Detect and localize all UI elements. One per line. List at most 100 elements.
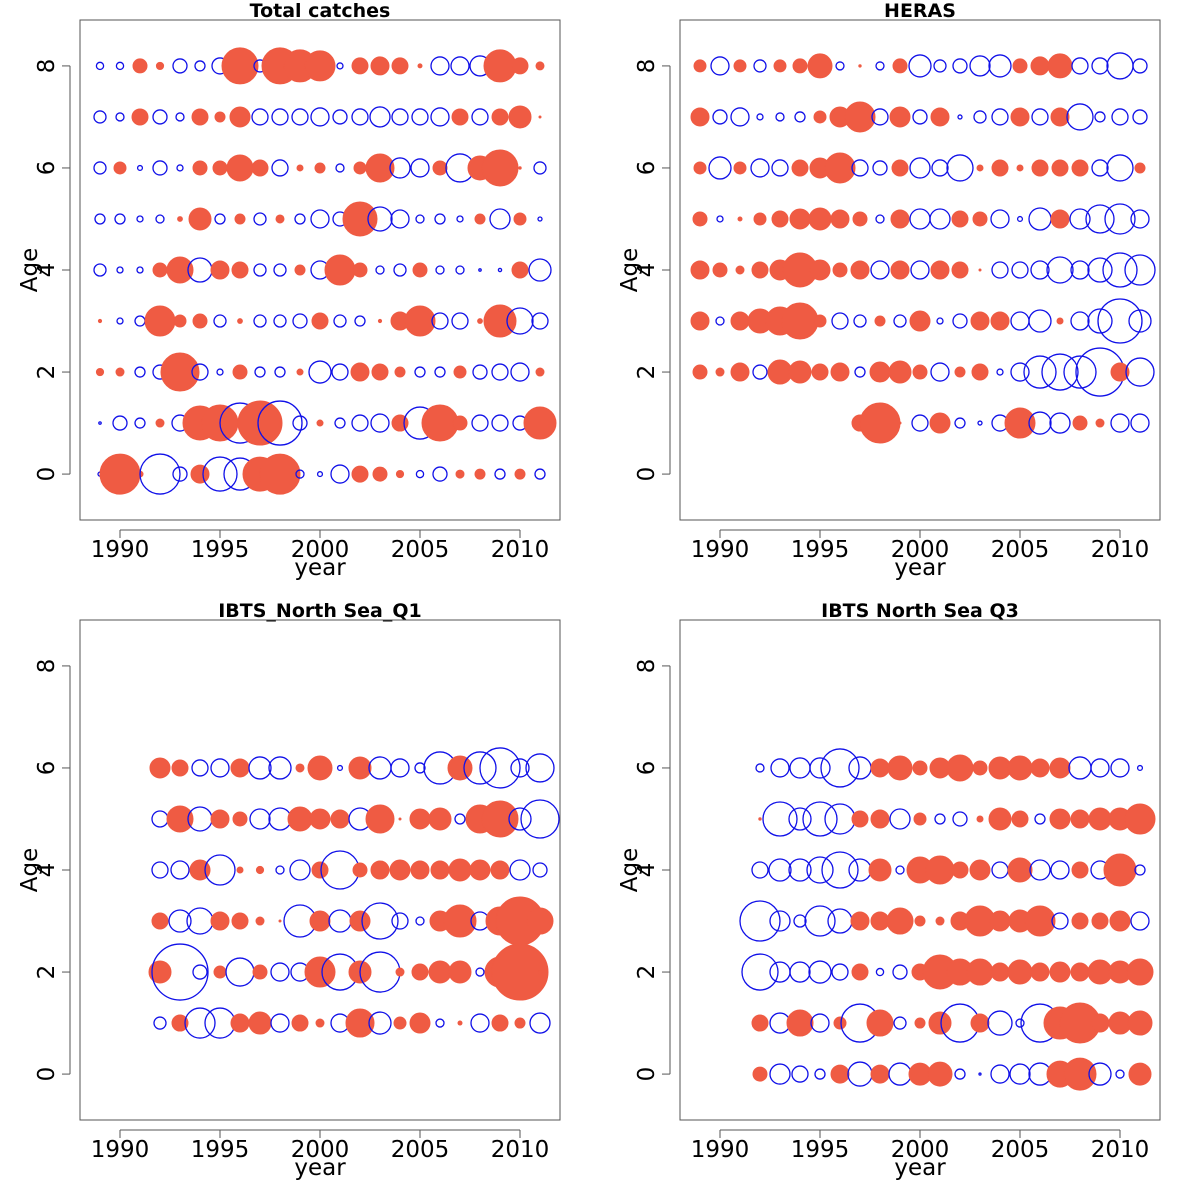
bubble-age5-2010 <box>513 212 527 226</box>
x-tick-label: 1990 <box>691 537 750 563</box>
bubble-age4-1997 <box>850 260 870 280</box>
bubble-age5-1997 <box>851 810 869 828</box>
bubble-age5-1999 <box>287 806 313 832</box>
bubble-age2-1996 <box>232 364 248 380</box>
bubble-age4-2003 <box>978 268 982 272</box>
bubble-age4-1992 <box>151 861 169 879</box>
bubble-age5-1996 <box>830 209 850 229</box>
bubble-age6-1996 <box>820 748 860 788</box>
bubble-age6-1998 <box>872 160 888 176</box>
bubble-age1-2011 <box>523 406 557 440</box>
bubble-age5-1989 <box>94 213 106 225</box>
bubble-age1-1993 <box>171 1014 189 1032</box>
bubble-age4-1992 <box>751 861 769 879</box>
bubble-age6-1997 <box>248 756 272 780</box>
bubble-age6-1990 <box>708 156 732 180</box>
panel-title: Total catches <box>250 0 391 22</box>
bubble-age8-1989 <box>95 61 105 71</box>
bubble-age6-2009 <box>479 747 521 789</box>
x-tick-label: 1990 <box>91 537 150 563</box>
y-tick-label: 8 <box>34 59 60 74</box>
bubble-age2-2003 <box>971 363 989 381</box>
bubble-age1-2008 <box>471 414 489 432</box>
bubble-age5-2001 <box>934 813 946 825</box>
bubble-age2-2008 <box>472 364 488 380</box>
plot-frame <box>79 619 561 1121</box>
bubble-age3-1996 <box>827 908 853 934</box>
bubble-age0-1990 <box>99 453 141 495</box>
bubble-age5-1995 <box>808 207 832 231</box>
bubble-age4-1989 <box>690 260 710 280</box>
bubble-age4-1990 <box>116 266 124 274</box>
bubble-age5-2000 <box>310 209 330 229</box>
bubble-age1-1990 <box>112 415 128 431</box>
bubble-age3-1990 <box>116 317 124 325</box>
bubble-age1-2004 <box>393 1016 407 1030</box>
bubble-age5-1993 <box>762 801 798 837</box>
bubble-age5-1994 <box>188 207 212 231</box>
bubble-age3-2008 <box>1070 311 1090 331</box>
bubble-age3-2008 <box>477 318 483 324</box>
bubble-age1-2000 <box>316 419 324 427</box>
bubble-age5-2005 <box>409 808 431 830</box>
bubble-age1-1999 <box>291 1014 309 1032</box>
bubble-age4-2006 <box>430 860 450 880</box>
bubble-age8-1997 <box>858 64 862 68</box>
bubble-age3-1997 <box>255 916 265 926</box>
plot-frame <box>679 619 1161 1121</box>
bubble-age3-2001 <box>936 317 944 325</box>
bubble-age2-2009 <box>1087 959 1113 985</box>
bubble-age5-2009 <box>489 208 511 230</box>
bubble-age1-2007 <box>457 1020 463 1026</box>
bubble-age4-1993 <box>768 858 792 882</box>
bubble-age2-2003 <box>966 958 994 986</box>
bubble-age8-1996 <box>835 61 845 71</box>
bubble-age1-2010 <box>1110 413 1130 433</box>
bubble-age5-1990 <box>114 213 126 225</box>
bubble-age8-2010 <box>1106 52 1134 80</box>
bubble-age6-2009 <box>481 149 519 187</box>
bubble-age0-2007 <box>455 469 465 479</box>
bubble-age8-1996 <box>221 47 259 85</box>
bubble-age2-2007 <box>448 960 472 984</box>
x-tick-label: 1995 <box>191 1137 250 1163</box>
x-tick-label: 2010 <box>491 537 550 563</box>
x-tick-label: 2005 <box>391 537 450 563</box>
bubble-age2-1994 <box>789 961 811 983</box>
bubble-age1-2010 <box>514 1017 526 1029</box>
bubble-age6-1993 <box>176 164 184 172</box>
bubble-age2-1996 <box>830 362 850 382</box>
bubble-age5-1992 <box>758 817 762 821</box>
bubble-age5-2009 <box>481 800 519 838</box>
bubble-age7-2007 <box>451 108 469 126</box>
bubble-age0-2004 <box>395 469 405 479</box>
bubble-age4-2004 <box>991 861 1009 879</box>
bubble-age5-2011 <box>537 216 543 222</box>
bubble-age8-1990 <box>710 56 730 76</box>
y-axis-label: Age <box>17 248 43 292</box>
bubble-age2-2000 <box>304 956 336 988</box>
bubble-age3-2001 <box>935 916 945 926</box>
bubble-age5-1989 <box>692 211 708 227</box>
bubble-age1-1998 <box>270 1013 290 1033</box>
bubble-age3-2005 <box>1010 311 1030 331</box>
panel-total-catches: Total catches 1990 1995 2000 2005 2010 0 2 4 6 8… <box>17 0 561 581</box>
bubble-age5-1992 <box>151 810 169 828</box>
bubble-age1-2008 <box>470 1013 490 1033</box>
bubble-age6-2005 <box>1016 164 1024 172</box>
bubble-age1-2002 <box>345 1008 375 1038</box>
bubble-age3-2007 <box>451 312 469 330</box>
bubble-age4-2001 <box>324 254 356 286</box>
x-axis: 1990 1995 2000 2005 2010 <box>691 1129 1149 1163</box>
y-axis-label: Age <box>17 848 43 892</box>
bubble-age3-1993 <box>769 910 791 932</box>
bubble-age6-2010 <box>1106 154 1134 182</box>
bubble-age7-2009 <box>491 108 509 126</box>
bubble-age4-2008 <box>469 859 491 881</box>
bubble-age5-2011 <box>520 799 560 839</box>
bubble-age2-2011 <box>535 367 545 377</box>
bubble-age5-2000 <box>309 808 331 830</box>
bubble-age7-2009 <box>1094 111 1106 123</box>
bubble-age2-1997 <box>254 366 266 378</box>
